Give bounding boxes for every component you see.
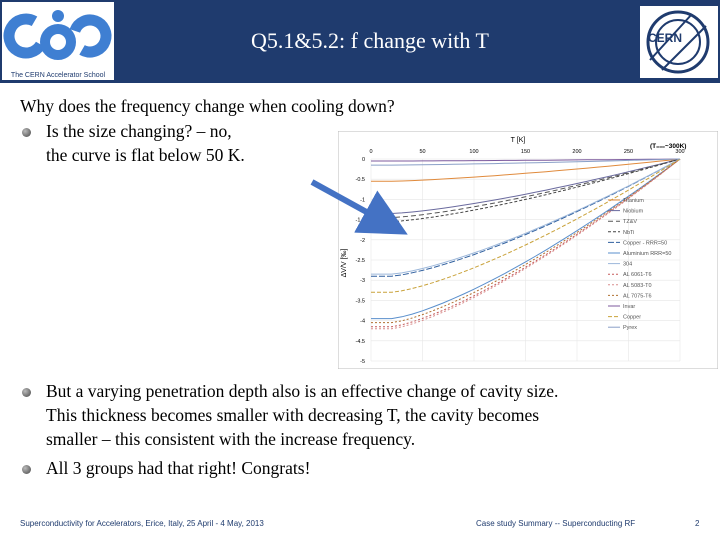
- chart-legend-label: NbTi: [623, 230, 634, 236]
- bullet-3-text: All 3 groups had that right! Congrats!: [46, 458, 311, 478]
- chart-series-line: [371, 158, 681, 328]
- question-text: Why does the frequency change when cooli…: [20, 96, 395, 116]
- cas-logo-graphic: [3, 10, 112, 60]
- chart-series-line: [371, 158, 681, 214]
- chart-legend-label: TZ&V: [623, 219, 637, 225]
- chart-legend-label: Copper - RRR=50: [623, 240, 667, 246]
- slide-title-text: Q5.1&5.2: f change with T: [251, 28, 489, 53]
- chart-series-line: [371, 158, 681, 320]
- chart-y-tick-label: -2: [360, 238, 365, 244]
- chart-series-line: [371, 158, 681, 182]
- chart-x-ticks: 0 50 100 150 200 250 300: [369, 149, 684, 155]
- chart-y-tick-label: -4.5: [356, 339, 365, 345]
- bullet-2-line-2: This thickness becomes smaller with decr…: [46, 405, 540, 425]
- chart-legend-label: Niobium: [623, 209, 644, 215]
- chart-series-line: [371, 158, 681, 162]
- bullet-1-marker: [22, 128, 31, 137]
- chart-series-line: [371, 158, 681, 223]
- slide-title: Q5.1&5.2: f change with T: [120, 28, 620, 54]
- chart-series-line: [371, 158, 681, 275]
- bullet-2-line-1: But a varying penetration depth also is …: [46, 381, 559, 401]
- chart-legend-label: AL 7075-T6: [623, 293, 652, 299]
- chart-grid: [370, 158, 681, 362]
- chart-y-tick-label: -0.5: [356, 177, 365, 183]
- chart-y-tick-label: -5: [360, 359, 365, 365]
- chart-x-tick-label: 150: [521, 149, 530, 155]
- chart-series-line: [371, 158, 681, 324]
- chart-frame: [338, 131, 718, 369]
- chart-legend-label: Titanium: [623, 198, 644, 204]
- chart-title: T [K]: [511, 137, 526, 144]
- chart-y-tick-label: -1.5: [356, 218, 365, 224]
- cern-logo-graphic: [646, 10, 710, 74]
- chart-legend: Titanium Niobium TZ&V NbTi Copper - RRR=50 Al…: [608, 198, 671, 331]
- chart-y-tick-label: -1: [360, 197, 365, 203]
- chart-y-tick-label: -3.5: [356, 298, 365, 304]
- chart-series-line: [371, 158, 681, 330]
- chart-x-tick-label: 50: [419, 149, 425, 155]
- chart-series-line: [371, 158, 681, 166]
- cas-logo-icon: The CERN Accelerator School: [2, 2, 114, 80]
- chart-legend-label: Copper: [623, 315, 641, 321]
- footer-case-study: Case study Summary -- Superconducting RF: [476, 519, 636, 528]
- chart-legend-label: Aluminium RRR=50: [623, 251, 671, 257]
- bullet-1-line-2: the curve is flat below 50 K.: [46, 145, 245, 165]
- chart-y-tick-label: -4: [360, 319, 365, 325]
- cern-logo-icon: CERN: [640, 6, 718, 78]
- chart-x-tick-label: 250: [624, 149, 633, 155]
- chart-y-tick-label: -2.5: [356, 258, 365, 264]
- chart-legend-label: Invar: [623, 304, 635, 310]
- bullet-2-line-3: smaller – this consistent with the incre…: [46, 429, 416, 449]
- chart-legend-label: AL 5083-T0: [623, 283, 652, 289]
- chart-series-line: [371, 158, 681, 293]
- chart-legend-label: Pyrex: [623, 325, 637, 331]
- cern-logo-text: CERN: [648, 31, 683, 45]
- chart-legend-label: 304: [623, 262, 632, 268]
- chart-x-tick-label: 100: [469, 149, 478, 155]
- chart-x-tick-label: 200: [572, 149, 581, 155]
- header-bar: The CERN Accelerator School Q5.1&5.2: f …: [0, 0, 720, 83]
- bullet-1-line-1: Is the size changing? – no,: [46, 121, 232, 141]
- footer-conference: Superconductivity for Accelerators, Eric…: [20, 519, 264, 528]
- chart-y-tick-label: -3: [360, 278, 365, 284]
- chart-legend-label: AL 6061-T6: [623, 272, 652, 278]
- cas-logo-caption: The CERN Accelerator School: [10, 72, 106, 79]
- bullet-3-marker: [22, 465, 31, 474]
- chart-ylabel: ΔV/V [‰]: [341, 249, 348, 278]
- chart-y-tick-label: 0: [362, 157, 365, 163]
- expansion-chart: T [K] (T₀₀₀~300K) ΔV/V [‰] 0 50 100 150 200 2…: [338, 131, 718, 369]
- bullet-2-marker: [22, 388, 31, 397]
- chart-corner-label: (T₀₀₀~300K): [650, 143, 686, 150]
- footer-page-number: 2: [695, 519, 700, 528]
- chart-series-line: [371, 158, 681, 219]
- chart-series-group: [371, 158, 681, 330]
- chart-x-tick-label: 0: [369, 149, 372, 155]
- chart-x-tick-label: 300: [675, 149, 684, 155]
